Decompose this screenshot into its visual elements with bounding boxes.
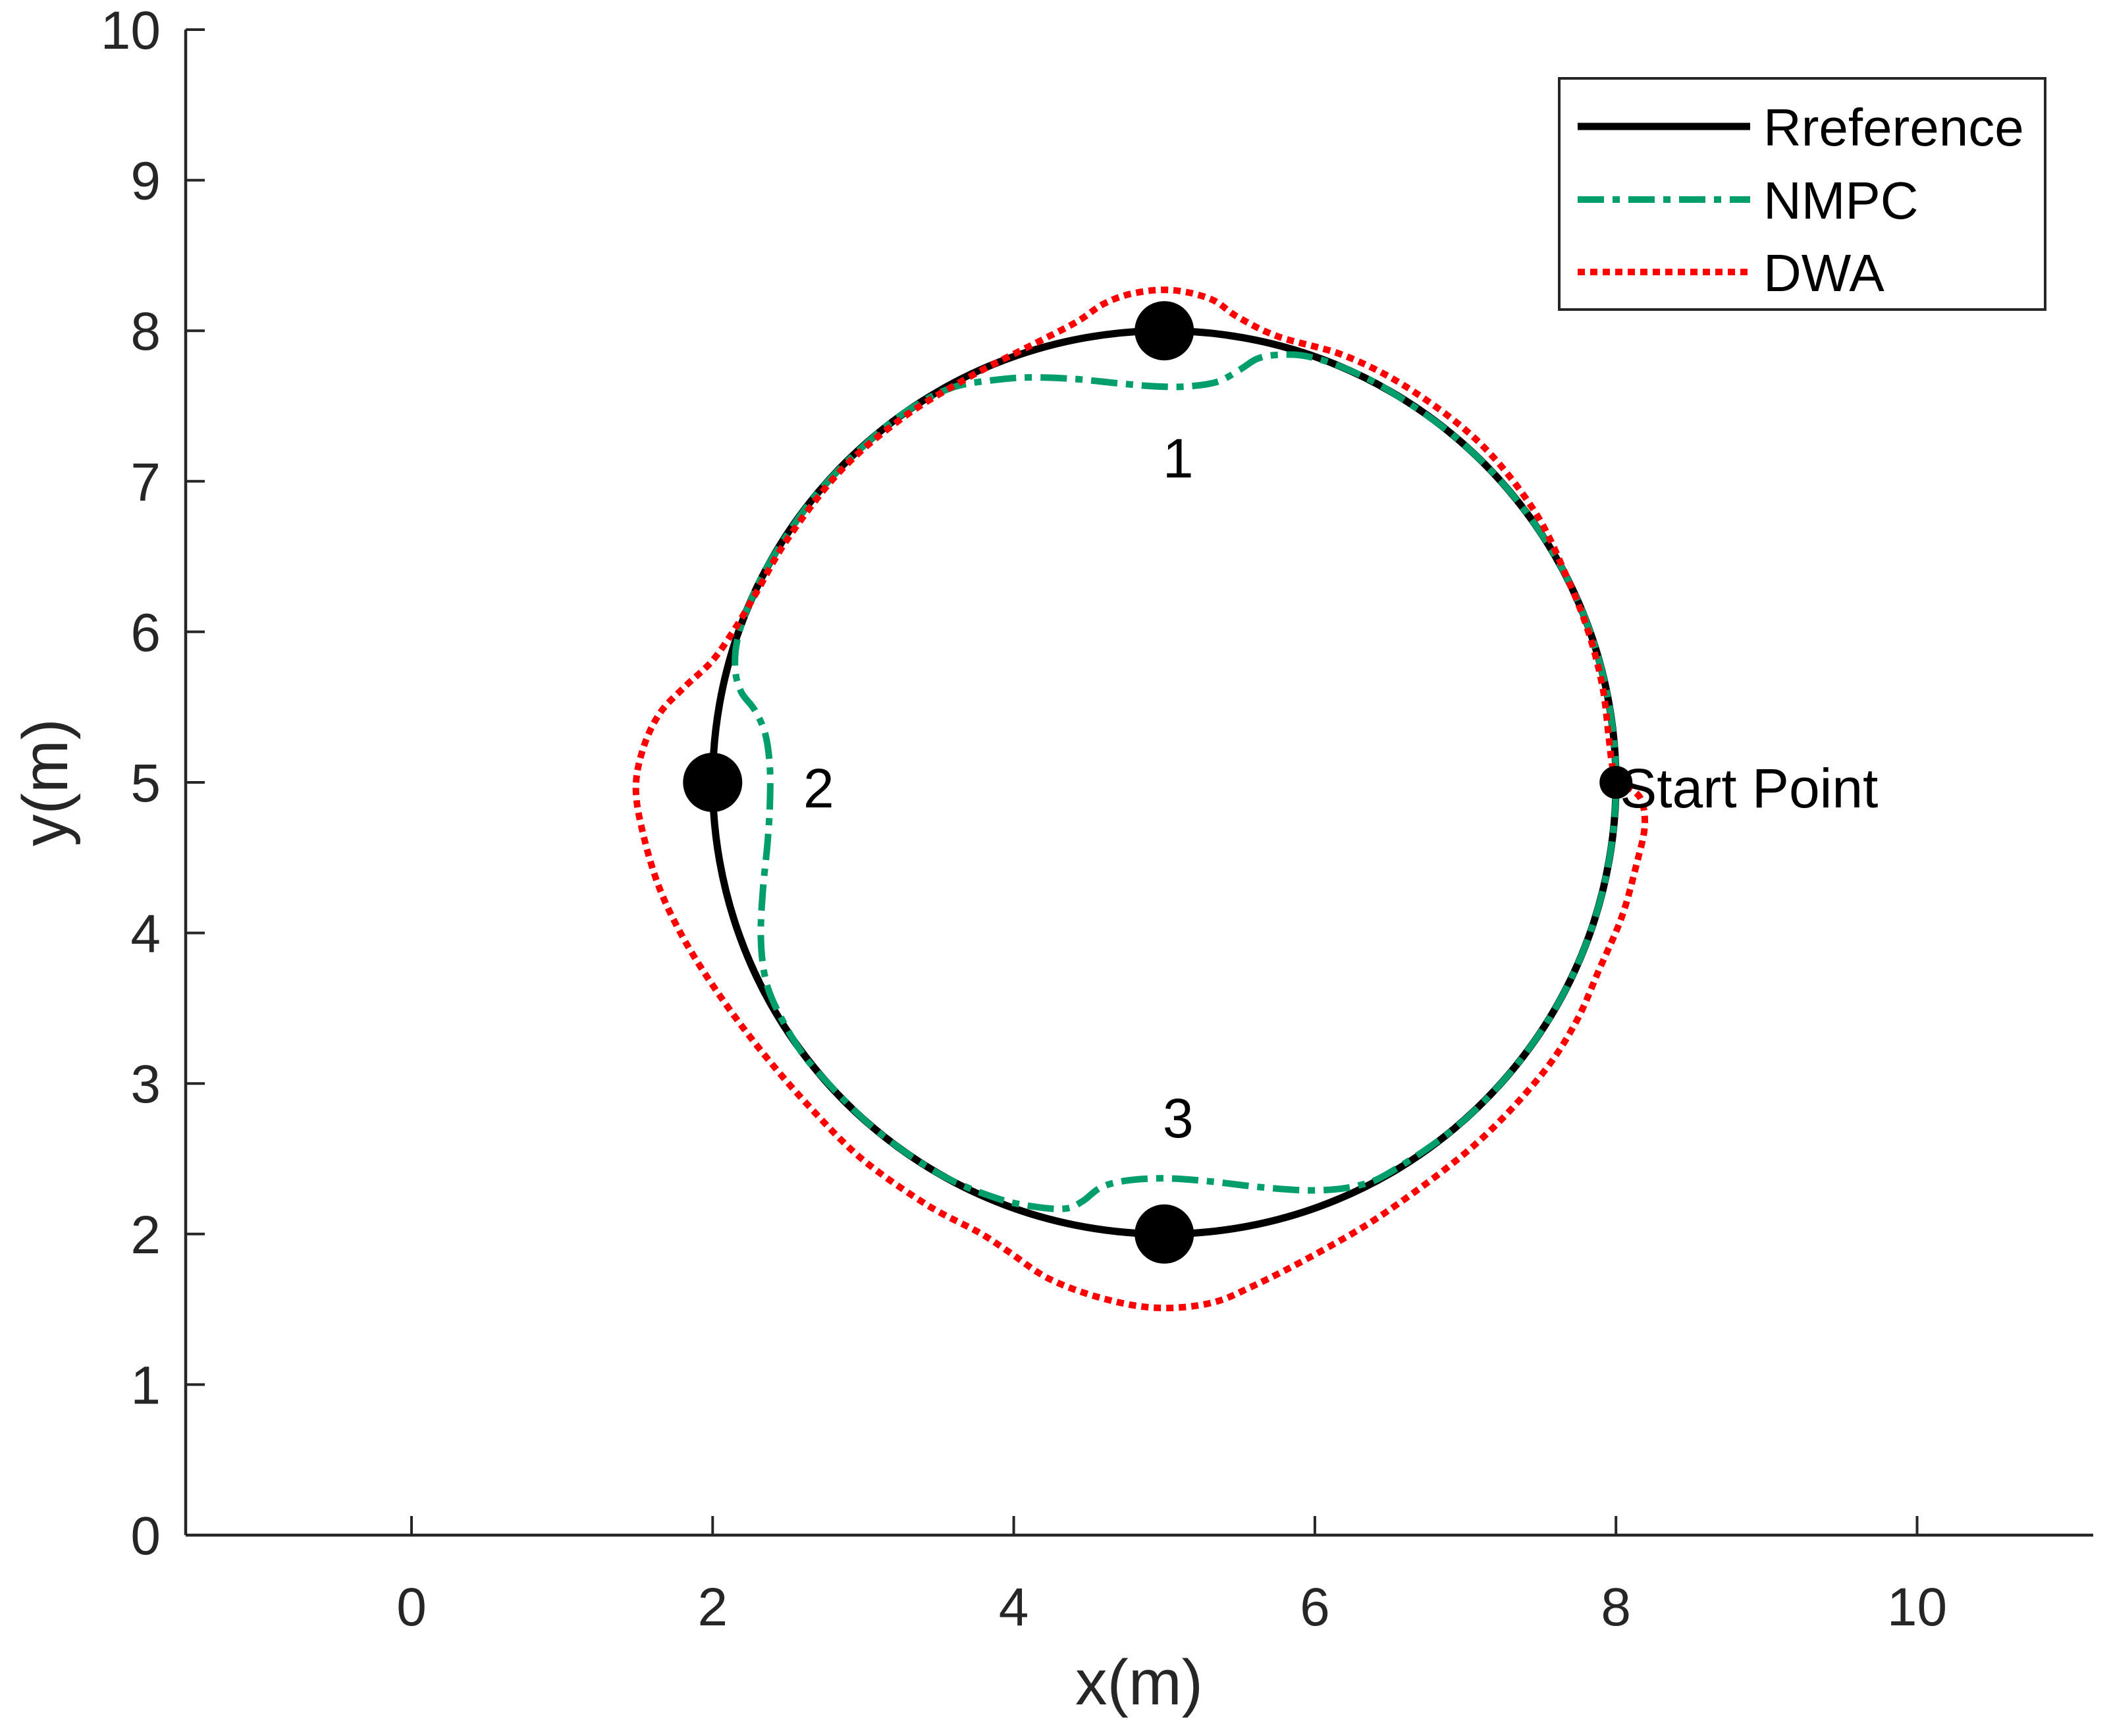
y-tick-label: 1 (130, 1355, 161, 1415)
waypoint-label: 3 (1163, 1087, 1194, 1149)
y-tick-label: 0 (130, 1506, 161, 1566)
waypoint-marker (1135, 301, 1194, 361)
x-tick-label: 8 (1601, 1577, 1631, 1637)
y-tick-label: 3 (130, 1054, 161, 1114)
legend-label-dwa: DWA (1763, 244, 1884, 302)
x-axis: 0 2 4 6 8 10 (186, 1516, 2093, 1637)
legend-entry-rreference: Rreference (1578, 98, 2024, 157)
x-tick-label: 4 (999, 1577, 1029, 1637)
y-tick-label: 4 (130, 904, 161, 964)
plot-markers (683, 301, 1633, 1264)
y-axis-label: y(m) (9, 719, 81, 846)
legend-label-rreference: Rreference (1763, 98, 2024, 157)
y-tick-label: 9 (130, 151, 161, 211)
y-tick-label: 2 (130, 1205, 161, 1265)
series-line-nmpc (732, 351, 1620, 1212)
y-axis: 0 1 2 3 4 5 6 7 8 9 10 (101, 1, 205, 1566)
y-tick-label: 6 (130, 603, 161, 663)
x-tick-label: 2 (697, 1577, 728, 1637)
x-tick-label: 6 (1300, 1577, 1330, 1637)
plot-annotations: 1 2 3 Start Point (803, 427, 1878, 1149)
legend: Rreference NMPC DWA (1558, 77, 2046, 311)
start-point-label: Start Point (1620, 757, 1878, 819)
waypoint-marker (683, 753, 743, 812)
waypoint-marker (1135, 1204, 1194, 1264)
legend-entry-nmpc: NMPC (1578, 171, 1919, 230)
legend-label-nmpc: NMPC (1763, 171, 1919, 230)
start-point-marker (1599, 766, 1633, 799)
x-tick-label: 10 (1887, 1577, 1947, 1637)
series-line-dwa (632, 286, 1648, 1312)
y-tick-label: 10 (101, 1, 161, 61)
y-tick-label: 5 (130, 753, 161, 813)
y-ticks: 0 1 2 3 4 5 6 7 8 9 10 (101, 1, 205, 1566)
waypoint-label: 2 (803, 757, 834, 819)
x-axis-label: x(m) (1075, 1646, 1203, 1718)
y-tick-label: 8 (130, 302, 161, 362)
y-tick-label: 7 (130, 452, 161, 512)
x-tick-label: 0 (396, 1577, 427, 1637)
legend-entry-dwa: DWA (1578, 244, 1884, 302)
waypoint-label: 1 (1163, 427, 1194, 489)
x-ticks: 0 2 4 6 8 10 (396, 1516, 1947, 1637)
